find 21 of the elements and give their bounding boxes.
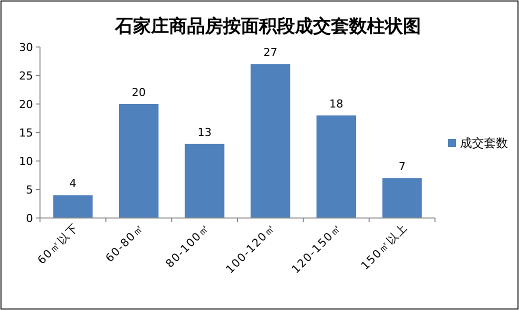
y-tick-label: 20 (19, 98, 33, 111)
bar (119, 104, 158, 218)
bar (53, 195, 93, 218)
data-label: 20 (132, 86, 146, 99)
y-tick-label: 15 (19, 126, 33, 140)
chart-title: 石家庄商品房按面积段成交套数柱状图 (114, 16, 421, 37)
y-tick-label: 5 (26, 184, 33, 196)
y-tick-label: 10 (19, 155, 33, 168)
data-label: 13 (198, 126, 212, 139)
y-tick-label: 0 (26, 212, 33, 225)
data-label: 7 (398, 160, 406, 174)
data-label: 4 (69, 177, 76, 190)
y-tick-label: 30 (19, 41, 33, 54)
bar (382, 178, 422, 218)
bar (250, 64, 290, 218)
bar (184, 144, 224, 218)
legend-label: 成交套数 (460, 136, 508, 150)
data-label: 27 (263, 46, 278, 60)
bar (316, 115, 356, 218)
y-tick-label: 25 (19, 70, 33, 82)
data-label: 18 (329, 97, 344, 110)
